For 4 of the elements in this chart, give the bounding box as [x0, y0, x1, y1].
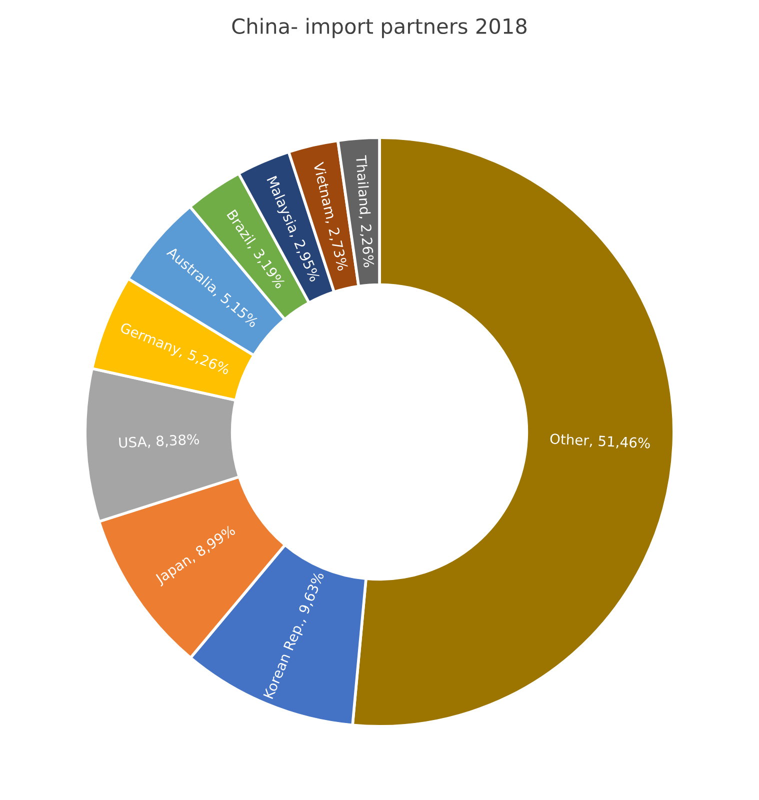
slice-label: Other, 51,46%: [550, 433, 650, 450]
slice-label: USA, 8,38%: [119, 434, 200, 450]
chart-title: China- import partners 2018: [232, 18, 527, 38]
slice-label: Thailand, 2,26%: [354, 155, 374, 268]
